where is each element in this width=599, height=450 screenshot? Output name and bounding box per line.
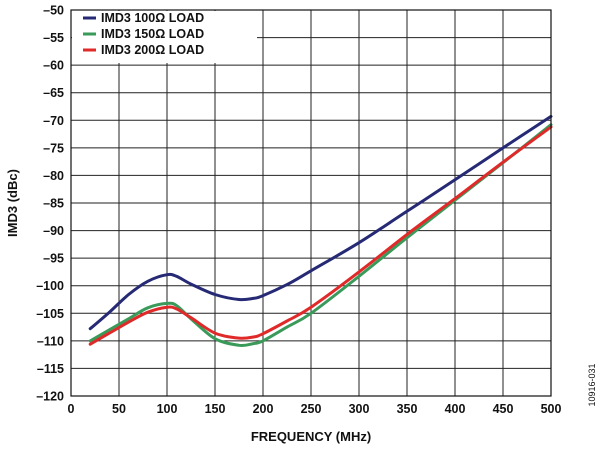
y-tick-label: –65 bbox=[43, 86, 64, 100]
x-tick-label: 0 bbox=[68, 402, 75, 416]
y-tick-label: –60 bbox=[43, 59, 64, 73]
y-tick-label: –95 bbox=[43, 252, 64, 266]
legend: IMD3 100Ω LOAD IMD3 150Ω LOAD IMD3 200Ω LO… bbox=[72, 11, 257, 63]
y-tick-label: –100 bbox=[36, 279, 64, 293]
x-axis-label: FREQUENCY (MHz) bbox=[251, 429, 371, 444]
series-line-3 bbox=[88, 125, 553, 346]
x-tick-label: 200 bbox=[253, 402, 274, 416]
x-tick-label: 100 bbox=[157, 402, 178, 416]
y-tick-label: –70 bbox=[43, 114, 64, 128]
x-tick-label: 450 bbox=[493, 402, 514, 416]
figure-code-label: 10916-031 bbox=[587, 363, 597, 406]
y-tick-label: –110 bbox=[37, 334, 64, 348]
series-line-1 bbox=[88, 114, 553, 331]
x-tick-label: 250 bbox=[301, 402, 322, 416]
y-tick-label: –80 bbox=[43, 169, 64, 183]
x-tick-label: 300 bbox=[349, 402, 370, 416]
series-lines bbox=[88, 114, 553, 347]
y-tick-label: –105 bbox=[36, 307, 64, 321]
x-tick-label: 150 bbox=[205, 402, 226, 416]
x-tick-label: 500 bbox=[541, 402, 562, 416]
y-tick-label: –90 bbox=[43, 224, 64, 238]
y-axis-label: IMD3 (dBc) bbox=[5, 169, 20, 237]
legend-label: IMD3 200Ω LOAD bbox=[101, 43, 204, 57]
y-tick-labels: –50 –55 –60 –65 –70 –75 –80 –85 –90 –95 –100 –105 –1… bbox=[36, 4, 64, 404]
y-tick-label: –50 bbox=[43, 4, 64, 18]
grid bbox=[70, 9, 552, 397]
y-tick-label: –75 bbox=[43, 141, 64, 155]
legend-label: IMD3 150Ω LOAD bbox=[101, 27, 204, 41]
series-line-2 bbox=[88, 123, 553, 347]
y-tick-label: –120 bbox=[36, 390, 64, 404]
x-tick-labels: 0 50 100 150 200 250 300 350 400 450 500 bbox=[68, 402, 562, 416]
y-tick-label: –85 bbox=[43, 197, 64, 211]
x-tick-label: 400 bbox=[445, 402, 466, 416]
x-tick-label: 350 bbox=[397, 402, 418, 416]
legend-background bbox=[72, 11, 257, 63]
y-tick-label: –115 bbox=[37, 362, 64, 376]
plot-frame bbox=[70, 9, 552, 397]
x-tick-label: 50 bbox=[112, 402, 126, 416]
y-tick-label: –55 bbox=[43, 31, 64, 45]
legend-label: IMD3 100Ω LOAD bbox=[101, 11, 204, 25]
